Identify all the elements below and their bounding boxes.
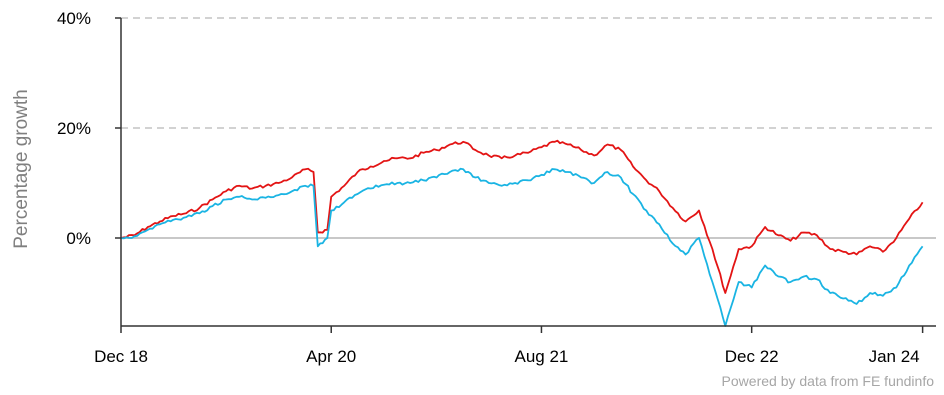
- x-axis-ticks: Dec 18 Apr 20 Aug 21 Dec 22 Jan 24: [94, 326, 924, 366]
- x-tick-label: Dec 18: [94, 347, 148, 366]
- y-axis-ticks: 40% 20% 0%: [57, 9, 121, 248]
- y-tick-label: 0%: [66, 229, 91, 248]
- axes: [120, 18, 936, 327]
- x-tick-label: Dec 22: [725, 347, 779, 366]
- series-line-2: [120, 167, 924, 327]
- y-axis-label-wrap: Percentage growth: [8, 89, 36, 249]
- y-axis-label: Percentage growth: [11, 89, 32, 249]
- x-tick-label: Jan 24: [869, 347, 920, 366]
- x-tick-label: Apr 20: [306, 347, 356, 366]
- y-tick-label: 40%: [57, 9, 91, 28]
- data-credit: Powered by data from FE fundinfo: [721, 373, 934, 389]
- x-tick-label: Aug 21: [515, 347, 569, 366]
- y-tick-label: 20%: [57, 119, 91, 138]
- series-lines: [120, 139, 924, 327]
- gridlines: [121, 17, 936, 239]
- series-line-1: [120, 139, 924, 294]
